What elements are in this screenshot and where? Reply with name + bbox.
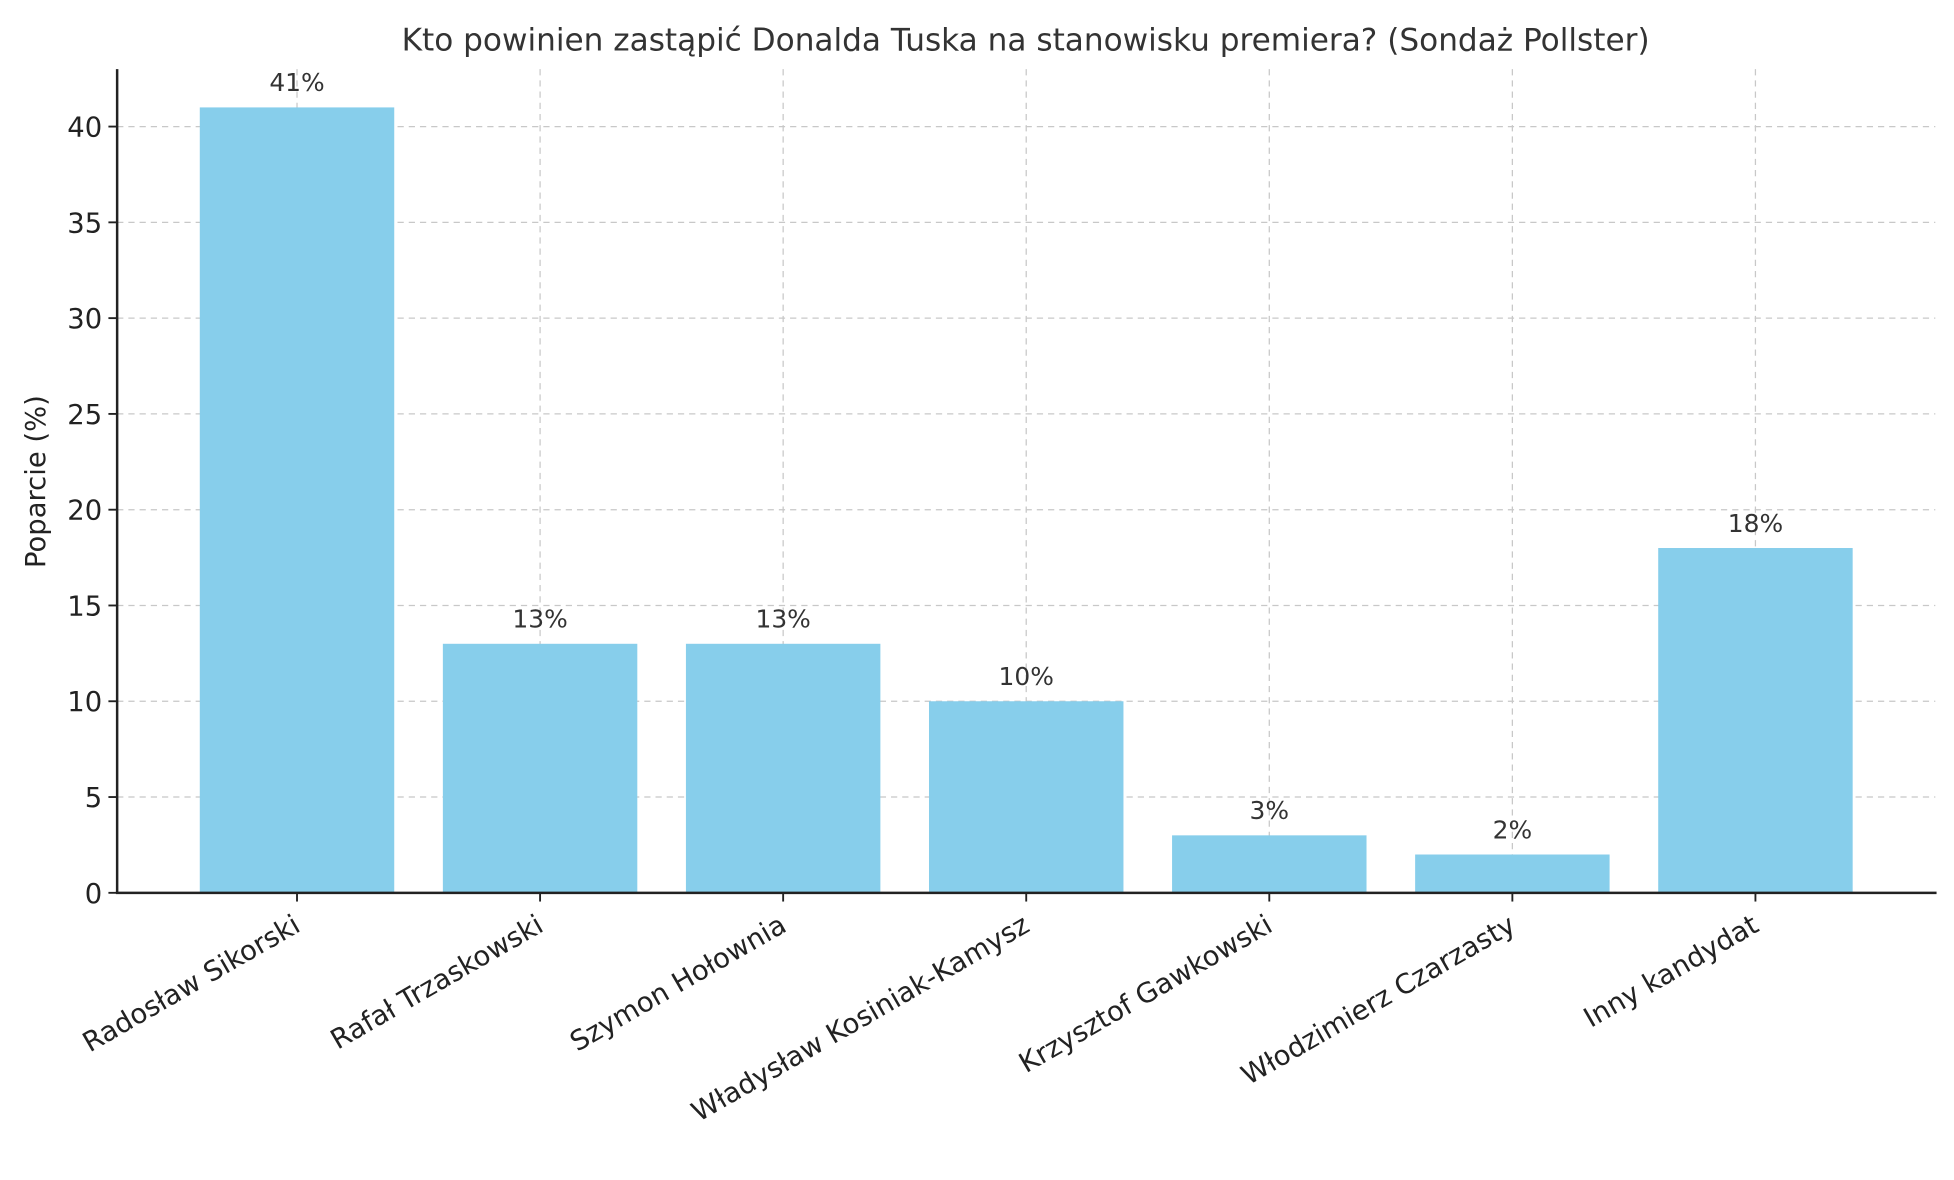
- bar-value-label: 10%: [999, 662, 1054, 691]
- bar-value-label: 13%: [755, 605, 810, 634]
- x-tick-label: Rafał Trzaskowski: [326, 909, 549, 1056]
- bar: [442, 643, 638, 893]
- bar: [1658, 548, 1853, 893]
- bar: [685, 643, 881, 893]
- bar: [1415, 854, 1610, 893]
- x-tick-label: Szymon Hołownia: [565, 909, 792, 1058]
- bars: [199, 107, 1853, 893]
- y-tick-label: 35: [67, 208, 102, 239]
- y-tick-label: 5: [85, 783, 102, 814]
- y-ticks: 0 5 10 15 20 25 30 35 40: [67, 113, 118, 910]
- y-tick-label: 20: [67, 496, 102, 527]
- x-tick-label: Krzysztof Gawkowski: [1014, 909, 1278, 1079]
- y-axis-label: Poparcie (%): [21, 395, 52, 568]
- bar-value-label: 3%: [1250, 796, 1290, 825]
- x-ticks: Radosław Sikorski Rafał Trzaskowski Szymon…: [78, 892, 1764, 1128]
- bar: [928, 701, 1124, 893]
- y-tick-label: 25: [67, 400, 102, 431]
- y-tick-label: 10: [67, 687, 102, 718]
- bar-value-label: 13%: [512, 605, 567, 634]
- y-tick-label: 0: [85, 879, 102, 910]
- bar-value-label: 18%: [1728, 509, 1783, 538]
- y-tick-label: 30: [67, 304, 102, 335]
- bar-value-label: 2%: [1493, 815, 1533, 844]
- bar: [199, 107, 395, 893]
- y-tick-label: 15: [67, 591, 102, 622]
- chart-title: Kto powinien zastąpić Donalda Tuska na s…: [402, 22, 1650, 58]
- y-tick-label: 40: [67, 113, 102, 144]
- bar-labels: 41% 13% 13% 10% 3% 2% 18%: [269, 68, 1783, 844]
- x-tick-label: Inny kandydat: [1579, 909, 1764, 1034]
- x-tick-label: Włodzimierz Czarzasty: [1236, 909, 1520, 1091]
- x-tick-label: Radosław Sikorski: [78, 909, 306, 1058]
- bar-value-label: 41%: [269, 68, 324, 97]
- bar: [1172, 835, 1367, 893]
